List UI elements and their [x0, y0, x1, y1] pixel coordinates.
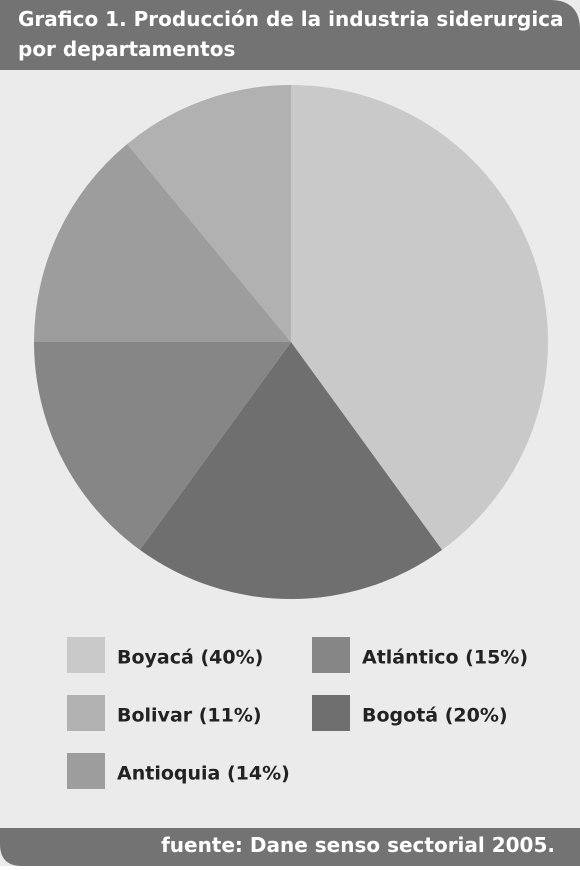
legend-label: Bogotá (20%) [362, 705, 508, 727]
legend-label: Bolivar (11%) [117, 705, 262, 727]
source-note: fuente: Dane senso sectorial 2005. [161, 833, 555, 857]
legend-swatch [67, 695, 105, 731]
legend-label: Boyacá (40%) [117, 647, 263, 669]
legend-swatch [312, 637, 350, 673]
pie-slice [34, 342, 291, 550]
legend-label: Atlántico (15%) [362, 647, 528, 669]
legend-label: Antioquia (14%) [117, 763, 290, 785]
pie-slice [127, 85, 291, 342]
chart-title: por departamentos [18, 37, 235, 61]
pie-slice [291, 85, 548, 550]
legend-swatch [312, 695, 350, 731]
legend-swatch [67, 637, 105, 673]
header-band [0, 0, 580, 70]
pie-slice [34, 143, 291, 342]
chart-title: Grafico 1. Producción de la industria si… [18, 7, 564, 31]
pie-slice [139, 342, 443, 599]
footer-band [0, 828, 580, 866]
legend-swatch [67, 753, 105, 789]
